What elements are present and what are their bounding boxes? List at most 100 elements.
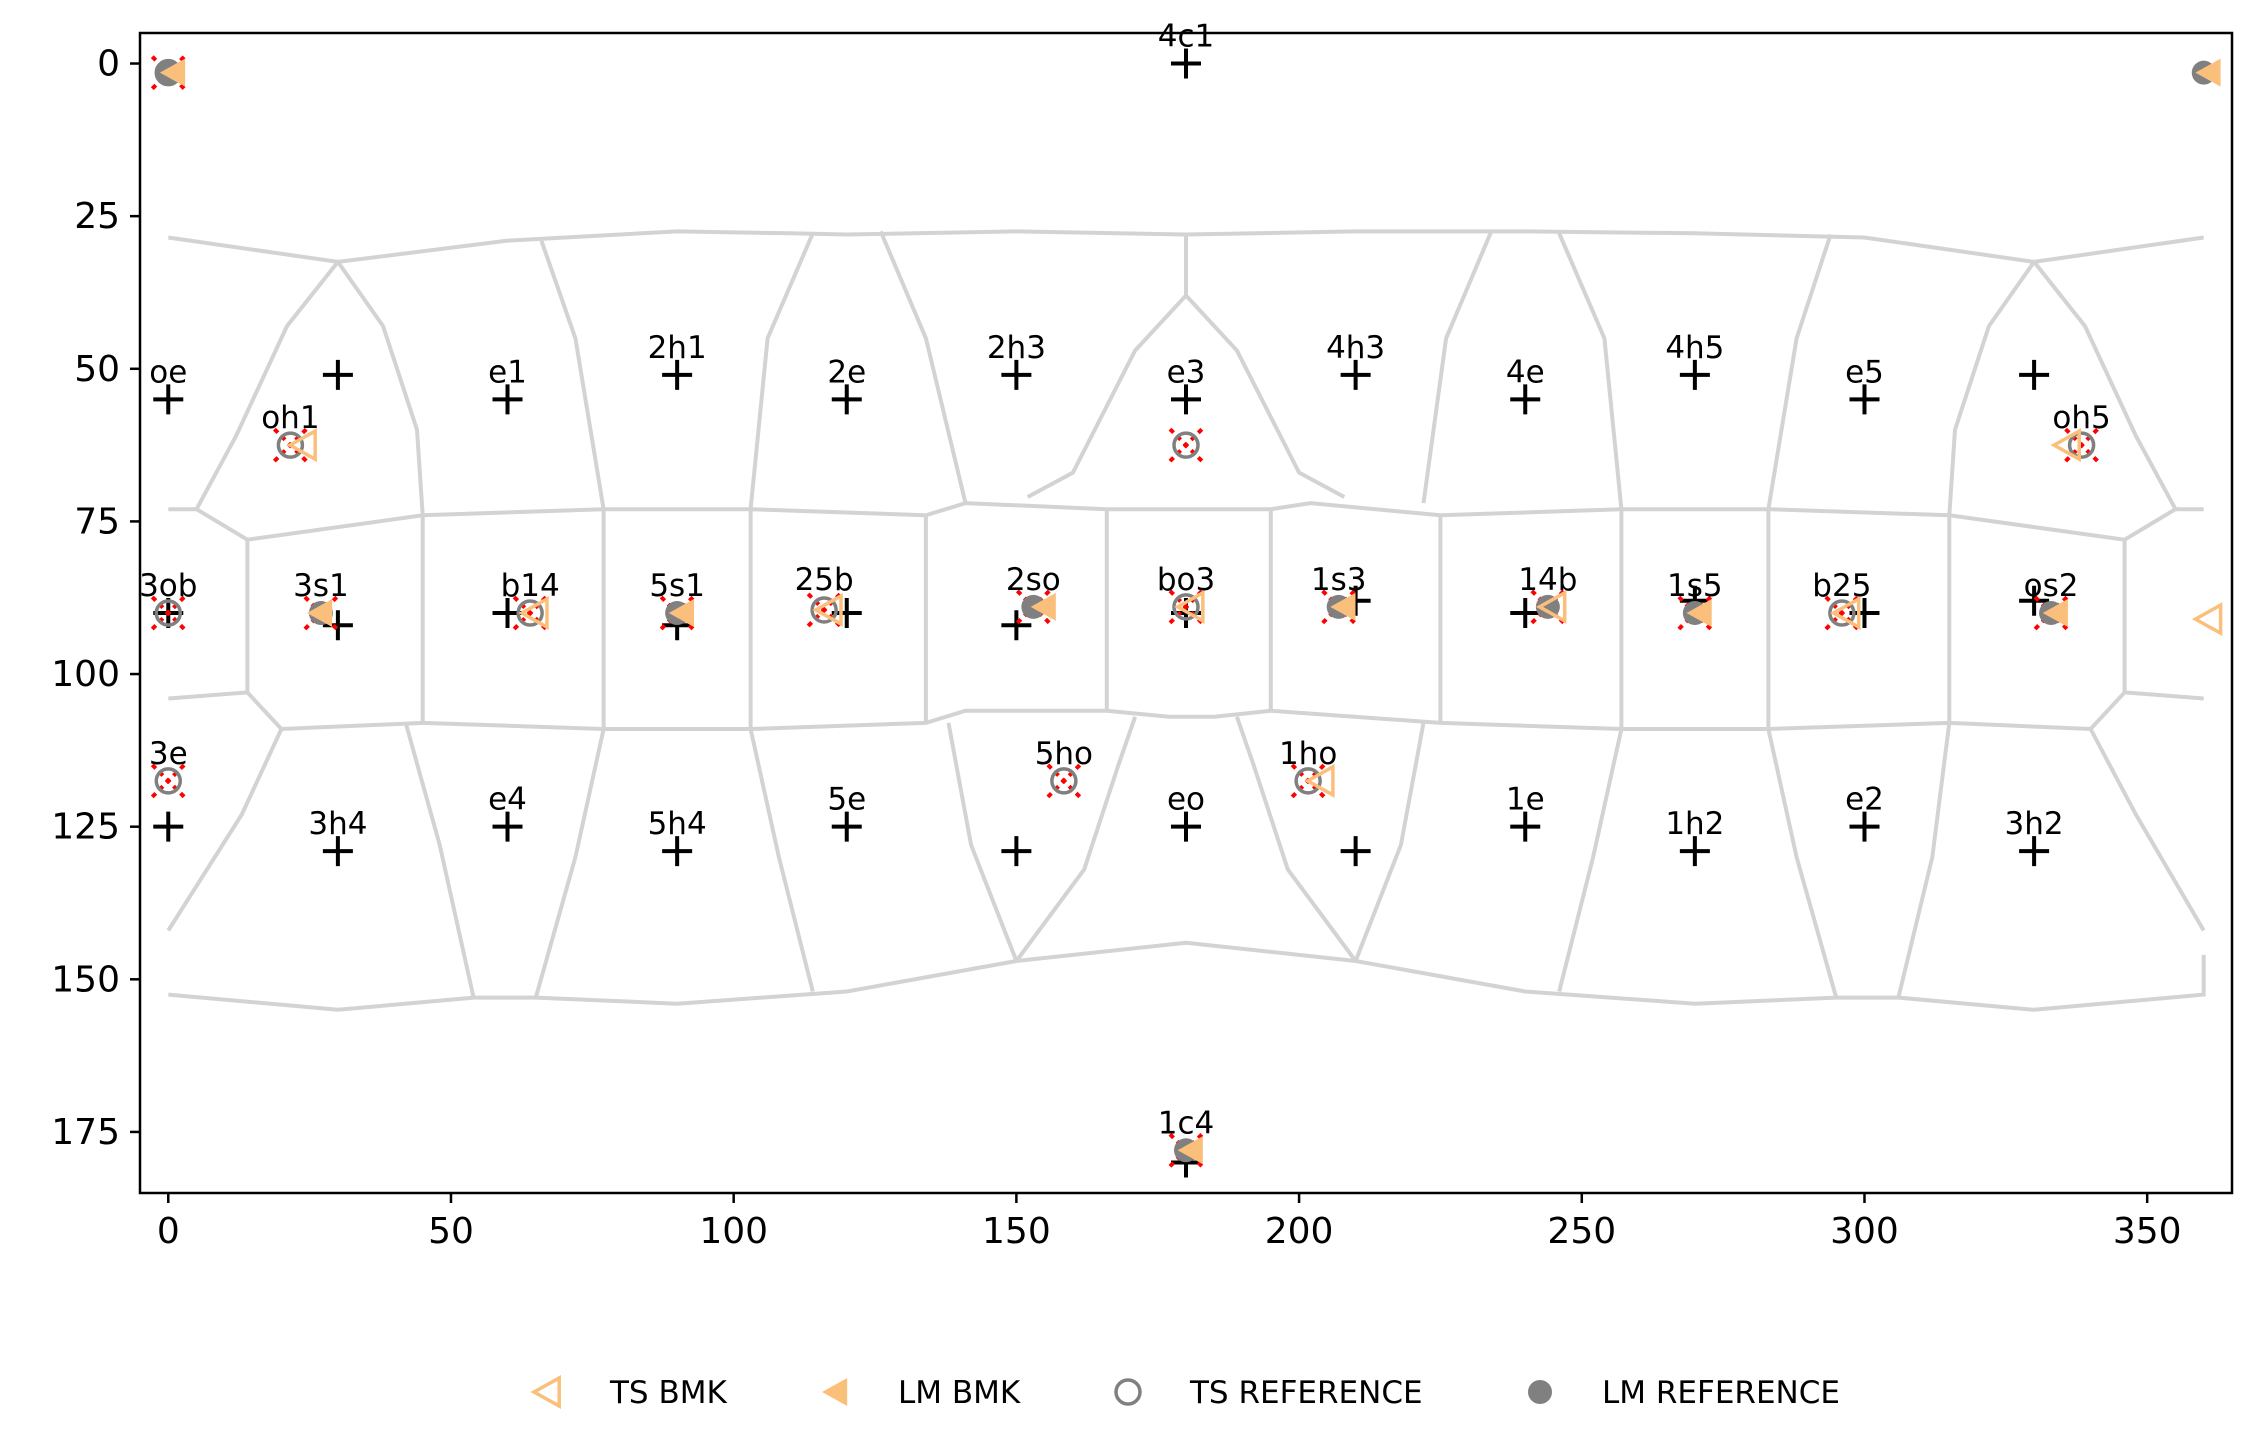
cell-boundary-line (168, 501, 2204, 542)
lm-bmk-point (1686, 599, 1712, 627)
x-marker (1168, 589, 1204, 625)
legend-item: LM BMK (822, 1375, 1021, 1411)
legend-item: LM REFERENCE (1528, 1375, 1840, 1411)
lm-bmk-point (1177, 1136, 1203, 1165)
point-label: b14 (501, 568, 560, 604)
ts-bmk-point (1174, 589, 1205, 624)
x-marker (1168, 427, 1204, 463)
cell-boundary-line (168, 690, 2204, 732)
plus-marker (2019, 359, 2050, 390)
cell-boundary-line (1557, 232, 1624, 510)
plus-marker (322, 610, 353, 641)
point-label: 2e (827, 354, 866, 390)
plus-marker (1171, 48, 1201, 79)
point-label: 5s1 (649, 568, 705, 604)
plus-marker (153, 384, 184, 415)
plus-marker (492, 811, 523, 842)
point-label: 5ho (1035, 736, 1093, 772)
cell-boundary-line (166, 728, 284, 932)
legend-marker-0 (530, 1375, 561, 1409)
legend-label: TS BMK (609, 1375, 727, 1411)
ts-bmk-point (286, 428, 317, 463)
point-label: 3e (149, 736, 188, 772)
ts-reference-point (276, 431, 305, 459)
ts-reference-point (1172, 431, 1200, 459)
cell-boundary-line (1766, 728, 1839, 999)
plus-marker (1849, 811, 1880, 842)
x-marker (2064, 427, 2100, 463)
x-tick-label: 100 (699, 1211, 768, 1252)
y-tick-label: 150 (51, 959, 120, 1000)
legend-label: LM BMK (898, 1375, 1021, 1411)
plus-marker (662, 836, 693, 867)
plus-marker (831, 811, 862, 842)
cell-boundary-line (1014, 716, 1137, 963)
cell-boundary-line (1421, 230, 1494, 504)
x-tick-label: 200 (1265, 1211, 1334, 1252)
cell-boundary-line (2032, 260, 2178, 511)
cell-boundaries (166, 229, 2206, 1012)
cell-boundary-line (533, 728, 606, 999)
ts-bmk-point (2050, 428, 2081, 463)
plus-marker (322, 836, 353, 867)
cell-boundary-line (1353, 722, 1426, 962)
ts-reference-point (1172, 593, 1200, 621)
y-tick-label: 175 (51, 1112, 120, 1153)
cell-boundary-line (1184, 294, 1346, 499)
y-tick-label: 75 (74, 501, 120, 542)
x-marker (150, 595, 186, 631)
plus-marker (492, 384, 523, 415)
legend-label: TS REFERENCE (1189, 1375, 1423, 1411)
point-label: 3h2 (2005, 806, 2064, 842)
ts-reference-point (154, 599, 183, 627)
cell-boundary-line (336, 260, 425, 516)
cell-boundary-line (539, 239, 606, 510)
y-tick-label: 50 (74, 349, 120, 390)
point-label: 1s3 (1311, 562, 1367, 598)
plus-marker (1001, 359, 1032, 390)
y-tick-label: 0 (97, 44, 120, 85)
plus-marker (1679, 359, 1710, 390)
x-tick-label: 50 (428, 1211, 474, 1252)
lm-bmk-point (306, 599, 333, 627)
legend-marker-1 (822, 1378, 848, 1406)
y-tick-label: 100 (51, 654, 120, 695)
cell-boundary-line (878, 230, 968, 504)
cell-boundary-line (194, 260, 340, 511)
point-label: oh1 (261, 400, 319, 436)
lm-bmk-point (668, 599, 694, 627)
ts-bmk-point (1829, 596, 1861, 630)
cell-boundary-line (2088, 728, 2206, 932)
x-marker (150, 763, 186, 799)
cell-boundary-line (1947, 260, 2036, 516)
plus-marker (831, 384, 862, 415)
point-label: 4c1 (1158, 19, 1215, 55)
cell-boundary-line (168, 940, 2206, 1012)
point-label: oh5 (2052, 400, 2110, 436)
plus-marker (1510, 384, 1541, 415)
x-marker (1824, 595, 1860, 631)
point-label: eo (1167, 782, 1205, 818)
cell-boundary-line (748, 728, 815, 992)
legend-item: TS REFERENCE (1114, 1375, 1423, 1411)
plus-marker (1171, 384, 1201, 415)
x-tick-label: 350 (2113, 1211, 2182, 1252)
point-label: 3s1 (293, 568, 349, 604)
ts-bmk-point (812, 592, 843, 627)
point-label: e4 (488, 782, 527, 818)
x-tick-label: 300 (1830, 1211, 1899, 1252)
point-label: 5e (827, 782, 866, 818)
point-label: 3h4 (308, 806, 367, 842)
cell-boundary-line (1766, 233, 1833, 510)
point-label: 3ob (139, 568, 197, 604)
point-label: b25 (1812, 568, 1871, 604)
plus-marker (1510, 598, 1541, 628)
cell-boundary-line (1026, 294, 1188, 499)
ts-bmk-point (2191, 602, 2223, 637)
plus-marker (1171, 811, 1201, 842)
plus-marker (153, 811, 184, 842)
point-labels: 4c1 oe e1 2h1 2e 2h3 e3 4h3 4e 4h5 e5 oh1 oh5 3ob 3s1 b… (139, 19, 2111, 1142)
plus-marker (1849, 384, 1880, 415)
